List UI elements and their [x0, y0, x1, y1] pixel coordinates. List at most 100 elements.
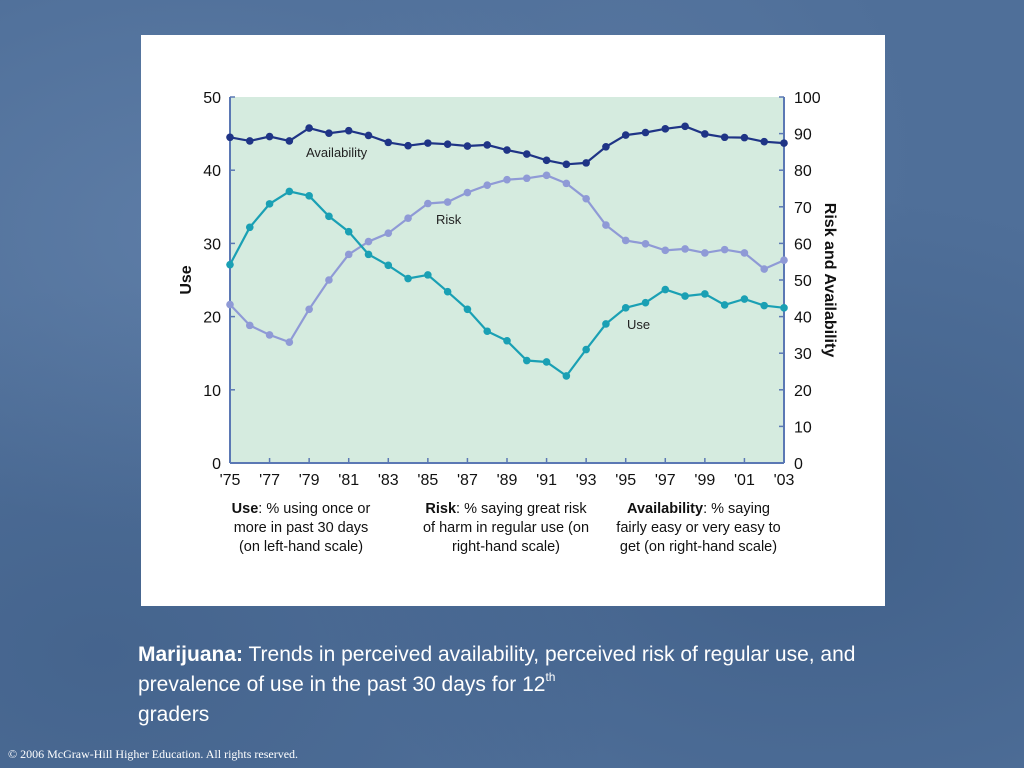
- availability-data-point: [344, 126, 353, 135]
- risk-data-point: [305, 305, 313, 314]
- use-data-point: [621, 304, 630, 312]
- risk-data-point: [701, 249, 709, 257]
- x-tick-label: '81: [338, 472, 359, 489]
- availability-data-point: [404, 141, 412, 150]
- right-tick-label: 100: [794, 90, 821, 107]
- availability-data-point: [245, 137, 254, 145]
- x-tick-label: '83: [378, 472, 399, 489]
- risk-annotation: Risk: [436, 212, 462, 227]
- left-tick-label: 0: [212, 456, 221, 473]
- right-tick-label: 10: [794, 419, 812, 436]
- availability-data-point: [463, 142, 472, 150]
- risk-data-point: [503, 175, 511, 184]
- left-tick-label: 20: [203, 310, 221, 327]
- x-tick-label: '93: [576, 472, 597, 489]
- right-tick-label: 30: [794, 346, 812, 363]
- availability-data-point: [661, 125, 670, 133]
- availability-data-point: [226, 133, 234, 142]
- use-data-point: [463, 305, 472, 314]
- availability-data-point: [285, 137, 294, 145]
- legend-risk-term: Risk: [425, 501, 457, 517]
- use-data-point: [661, 285, 670, 294]
- caption-superscript: th: [545, 670, 556, 684]
- availability-data-point: [325, 129, 333, 138]
- risk-data-point: [404, 214, 412, 222]
- slide-caption: Marijuana: Trends in perceived availabil…: [138, 640, 858, 730]
- right-tick-label: 40: [794, 310, 812, 327]
- x-tick-label: '85: [417, 472, 438, 489]
- risk-data-point: [364, 237, 373, 246]
- use-data-point: [602, 320, 610, 328]
- risk-data-point: [582, 194, 590, 203]
- use-data-point: [780, 304, 788, 312]
- use-data-point: [424, 271, 432, 279]
- risk-data-point: [424, 199, 432, 208]
- availability-data-point: [384, 138, 393, 147]
- x-tick-label: '01: [734, 472, 755, 489]
- caption-tail: graders: [138, 703, 210, 726]
- use-data-point: [404, 274, 412, 283]
- legend-risk: Risk: % saying great risk of harm in reg…: [421, 500, 591, 557]
- right-tick-label: 90: [794, 127, 812, 144]
- use-data-point: [641, 298, 650, 307]
- use-data-point: [325, 212, 333, 221]
- availability-data-point: [582, 159, 590, 167]
- availability-data-point: [503, 146, 511, 154]
- availability-data-point: [602, 142, 610, 151]
- risk-data-point: [641, 239, 650, 248]
- risk-data-point: [562, 179, 571, 188]
- caption-lead: Marijuana:: [138, 643, 244, 666]
- risk-data-point: [463, 188, 472, 197]
- risk-data-point: [740, 249, 749, 257]
- availability-data-point: [424, 139, 432, 147]
- legend-availability-term: Availability: [627, 501, 704, 517]
- risk-data-point: [621, 236, 630, 245]
- x-tick-label: '03: [774, 472, 795, 489]
- risk-data-point: [602, 221, 610, 229]
- use-data-point: [582, 345, 590, 354]
- risk-data-point: [542, 171, 551, 180]
- availability-data-point: [542, 156, 551, 165]
- x-tick-label: '91: [536, 472, 557, 489]
- right-axis-title: Risk and Availability: [821, 203, 838, 358]
- risk-data-point: [265, 331, 274, 339]
- right-tick-label: 20: [794, 383, 812, 400]
- legend-use-text: : % using once or more in past 30 days (…: [233, 501, 371, 555]
- risk-data-point: [522, 174, 531, 183]
- legend-availability: Availability: % saying fairly easy or ve…: [611, 500, 786, 557]
- risk-data-point: [344, 250, 353, 259]
- use-data-point: [443, 287, 452, 296]
- legend-use-term: Use: [231, 501, 259, 517]
- use-data-point: [542, 358, 551, 366]
- legend-availability-text: : % saying fairly easy or very easy to g…: [616, 501, 781, 555]
- use-data-point: [384, 261, 393, 270]
- legend-risk-text: : % saying great risk of harm in regular…: [422, 501, 590, 555]
- risk-data-point: [325, 276, 333, 284]
- left-tick-label: 30: [203, 236, 221, 253]
- risk-data-point: [384, 229, 393, 237]
- use-annotation: Use: [627, 317, 650, 332]
- risk-data-point: [780, 256, 788, 265]
- copyright-notice: © 2006 McGraw-Hill Higher Education. All…: [8, 747, 299, 761]
- x-tick-label: '89: [497, 472, 518, 489]
- use-data-point: [265, 200, 274, 208]
- use-data-point: [562, 372, 571, 380]
- risk-data-point: [226, 300, 234, 309]
- right-tick-label: 70: [794, 200, 812, 217]
- legend-use: Use: % using once or more in past 30 day…: [226, 500, 376, 557]
- x-tick-label: '77: [259, 472, 280, 489]
- chart-panel: 0 10 20 30 40 50 0 10 20 30 40 50 60 70 80 90 100 '75 '77 '…: [141, 35, 885, 606]
- availability-data-point: [562, 160, 571, 169]
- risk-data-point: [681, 245, 689, 253]
- use-data-point: [522, 356, 531, 365]
- availability-data-point: [641, 128, 650, 137]
- x-tick-label: '75: [220, 472, 241, 489]
- use-data-point: [740, 295, 749, 303]
- x-tick-label: '79: [299, 472, 320, 489]
- use-data-point: [226, 260, 234, 269]
- left-tick-label: 10: [203, 383, 221, 400]
- availability-data-point: [621, 131, 630, 139]
- availability-data-point: [740, 133, 749, 142]
- right-tick-label: 80: [794, 163, 812, 180]
- risk-data-point: [483, 181, 492, 190]
